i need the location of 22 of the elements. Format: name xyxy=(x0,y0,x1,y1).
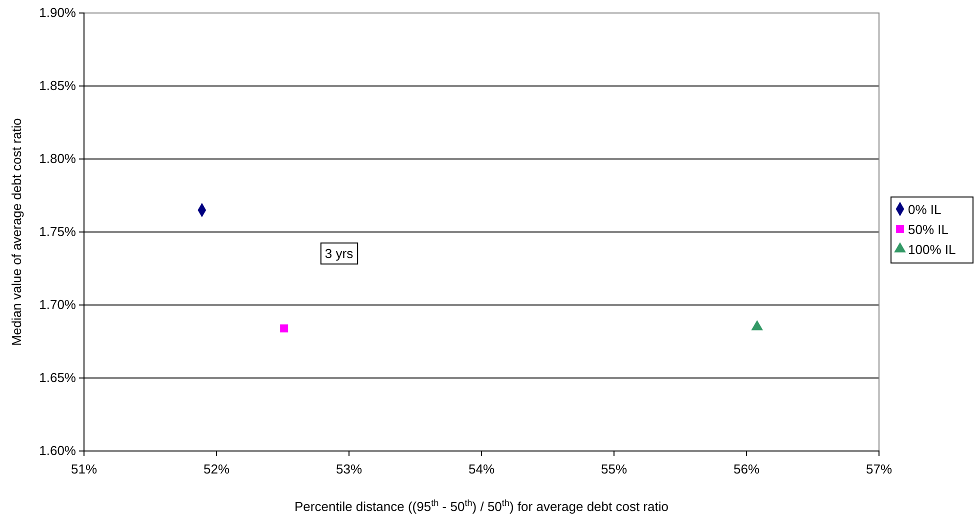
x-tick-label: 51% xyxy=(70,461,98,476)
x-tick-label: 53% xyxy=(336,461,362,476)
y-tick-label: 1.80% xyxy=(39,151,76,166)
x-tick-label: 57% xyxy=(866,461,892,476)
x-tick-label: 56% xyxy=(733,461,760,476)
legend-label: 100% IL xyxy=(908,242,956,257)
y-tick-label: 1.70% xyxy=(39,297,76,312)
y-tick-label: 1.85% xyxy=(39,78,76,94)
legend-label: 0% IL xyxy=(908,202,942,217)
y-axis-title: Median value of average debt cost ratio xyxy=(9,118,24,346)
y-tick-label: 1.90% xyxy=(39,5,76,20)
y-tick-label: 1.75% xyxy=(39,224,76,240)
x-tick-label: 55% xyxy=(600,461,628,476)
y-tick-label: 1.65% xyxy=(39,370,76,386)
x-axis-title: Percentile distance ((95$^{th}$ - 50$^{th}$) / 50$^{th}$) for average debt cost ratio xyxy=(294,498,668,514)
x-tick-label: 52% xyxy=(203,461,230,476)
point xyxy=(751,320,763,330)
x-tick-label: 54% xyxy=(468,461,495,476)
legend-label: 50% IL xyxy=(908,222,948,237)
annotation: 3 yrs xyxy=(324,246,354,261)
y-tick-label: 1.60% xyxy=(39,443,76,458)
point xyxy=(280,324,288,332)
